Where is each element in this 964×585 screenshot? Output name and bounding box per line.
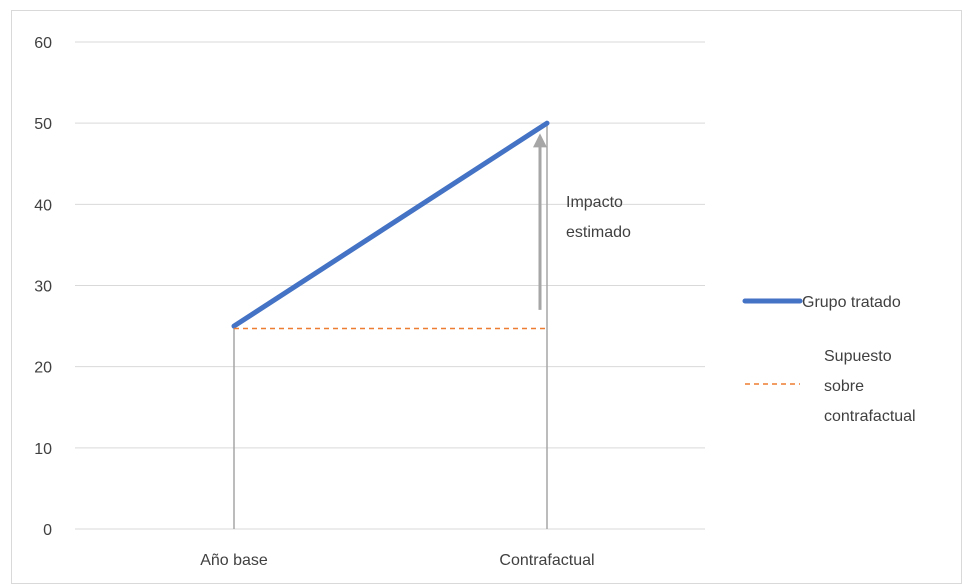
legend-label: contrafactual [824,408,916,425]
y-axis-ticks: 0 10 20 30 40 50 60 [34,35,52,539]
impact-label-line: estimado [566,224,631,241]
y-tick-label: 0 [43,522,52,539]
impact-label-line: Impacto [566,194,623,211]
y-tick-label: 40 [34,197,52,214]
legend-label: Grupo tratado [802,294,901,311]
legend-label: sobre [824,378,864,395]
y-tick-label: 10 [34,441,52,458]
series [231,120,550,330]
y-tick-label: 30 [34,279,52,296]
x-tick-label: Contrafactual [499,552,594,569]
impact-annotation: Impacto estimado [533,133,631,310]
y-tick-label: 50 [34,116,52,133]
gridlines [75,41,705,530]
x-tick-label: Año base [200,552,268,569]
drop-lines [233,123,548,529]
legend-label: Supuesto [824,348,892,365]
x-axis-ticks: Año base Contrafactual [200,552,594,569]
y-tick-label: 20 [34,360,52,377]
impact-arrow-head [533,133,547,148]
legend: Grupo tratado Supuesto sobre contrafactual [742,294,916,425]
chart-frame [11,10,962,584]
y-tick-label: 60 [34,35,52,52]
series-line-1 [231,120,550,329]
